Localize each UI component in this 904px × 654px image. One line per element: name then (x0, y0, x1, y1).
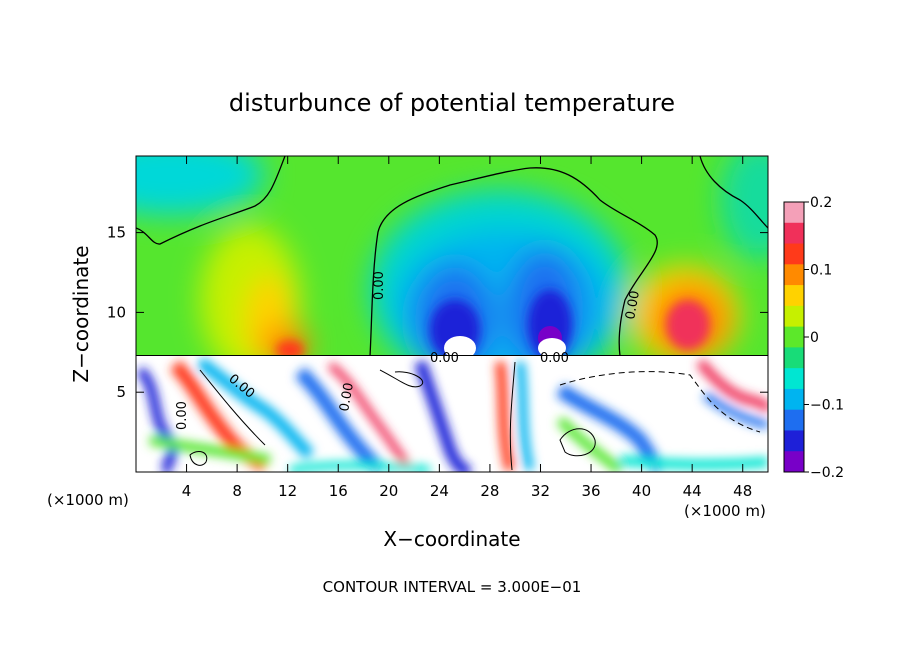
band-right-3 (696, 358, 768, 413)
contour-label: 0.00 (372, 271, 387, 300)
chart-title: disturbunce of potential temperature (229, 89, 675, 117)
colorbar-segment (784, 347, 804, 369)
band-right-2 (556, 416, 624, 472)
colorbar-tick-label: −0.1 (810, 398, 844, 414)
band-mid-2 (327, 361, 414, 472)
band-mid-1 (295, 367, 385, 472)
x-tick-label: 8 (232, 482, 242, 500)
colorbar-segment (784, 264, 804, 286)
red-left-core (276, 340, 304, 356)
colorbar-segment (784, 243, 804, 265)
colorbar-segment (784, 326, 804, 348)
y-axis-label: Z−coordinate (69, 245, 93, 382)
cyan-top-right (720, 156, 768, 260)
white-right-lobe (538, 338, 566, 356)
x-axis-ticks: 4 8 12 16 20 24 28 32 36 40 44 48 (182, 156, 752, 500)
band-left-4 (149, 435, 271, 465)
colorbar-tick-label: 0 (810, 330, 819, 346)
band-left-3 (196, 357, 315, 460)
colorbar-segment (784, 430, 804, 452)
x-axis-label: X−coordinate (383, 527, 520, 551)
colorbar-tick-label: −0.2 (810, 465, 844, 481)
band-mid-4 (495, 361, 515, 472)
contour-label: 0.00 (175, 401, 190, 430)
lower-contour-2 (379, 369, 423, 388)
x-tick-label: 20 (379, 482, 398, 500)
contour-interval-note: CONTOUR INTERVAL = 3.000E−01 (323, 578, 582, 596)
contour-label: 0.00 (337, 382, 357, 413)
x-tick-label: 32 (531, 482, 550, 500)
lower-contour-5 (189, 451, 208, 466)
colorbar-frame (783, 201, 805, 473)
colorbar-segment (784, 285, 804, 307)
y-axis-ticks: 5 10 15 (107, 224, 768, 401)
contour-label: 0.00 (623, 290, 643, 321)
lower-contour-1 (199, 369, 266, 446)
band-bottom (289, 461, 431, 472)
red-right-core (666, 300, 710, 350)
colorbar-segment (784, 202, 804, 224)
x-tick-label: 44 (683, 482, 702, 500)
band-mid-5 (515, 361, 535, 472)
lower-contour-dashed (559, 371, 761, 433)
band-right-4 (702, 391, 768, 429)
lower-contour-3 (509, 361, 516, 471)
colorbar-segment (784, 305, 804, 328)
contour-upper-right (699, 156, 768, 229)
contour-upper-left (136, 156, 286, 245)
colorbar-segment (784, 368, 804, 390)
colorbar-segment (784, 451, 804, 473)
y-tick-label: 10 (107, 303, 126, 321)
contour-label: 0.00 (430, 351, 459, 366)
x-tick-label: 16 (329, 482, 348, 500)
plot-area: 0.00 0.00 0.00 0.00 0.00 0.00 0.00 (136, 156, 768, 472)
x-tick-label: 36 (581, 482, 600, 500)
y-tick-label: 15 (107, 224, 126, 242)
upper-field (136, 156, 768, 356)
x-tick-label: 28 (480, 482, 499, 500)
cyan-top-left (136, 156, 265, 215)
contour-label: 0.00 (540, 351, 569, 366)
x-tick-label: 12 (278, 482, 297, 500)
colorbar-tick-label: 0.2 (810, 195, 832, 211)
band-mid-3 (414, 359, 472, 472)
colorbar: 0.2 0.1 0 −0.1 −0.2 (784, 195, 844, 481)
colorbar-segment (784, 222, 804, 245)
y-tick-label: 5 (116, 383, 126, 401)
lower-contour-4 (559, 428, 596, 457)
x-tick-label: 4 (182, 482, 192, 500)
x-tick-label: 40 (632, 482, 651, 500)
colorbar-segment (784, 409, 804, 431)
x-unit-right: (×1000 m) (684, 502, 766, 520)
lower-field (136, 356, 768, 472)
x-unit-left: (×1000 m) (47, 491, 129, 509)
x-tick-label: 48 (733, 482, 752, 500)
plot-frame (135, 155, 769, 473)
colorbar-tick-label: 0.1 (810, 263, 832, 279)
contour-central-dome (369, 167, 658, 356)
x-tick-label: 24 (430, 482, 449, 500)
white-left-lobe (444, 336, 476, 356)
colorbar-segment (784, 388, 804, 411)
band-right-5 (619, 455, 768, 470)
